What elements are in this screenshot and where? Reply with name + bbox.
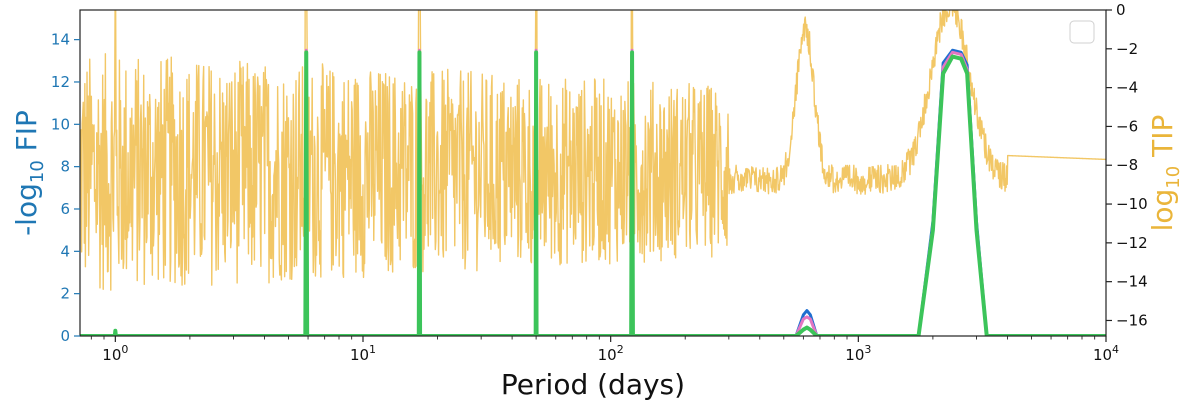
x-tick-label: 104	[1093, 343, 1119, 364]
left-y-tick-label: 14	[51, 31, 70, 49]
right-y-tick-label: 0	[1116, 1, 1126, 19]
x-tick-label: 103	[845, 343, 871, 364]
right-y-tick-label: −4	[1116, 79, 1138, 97]
x-tick-label: 102	[598, 343, 624, 364]
right-y-tick-label: −14	[1116, 273, 1148, 291]
x-tick-label: 101	[350, 343, 376, 364]
left-y-tick-label: 4	[60, 242, 70, 260]
left-y-tick-label: 10	[51, 115, 70, 133]
x-axis-title: Period (days)	[501, 368, 685, 401]
fip-series-green-line	[80, 50, 1106, 336]
legend-box[interactable]	[1069, 20, 1095, 44]
left-y-tick-label: 2	[60, 285, 70, 303]
tip-series-line	[80, 10, 1106, 291]
left-y-tick-label: 8	[60, 158, 70, 176]
right-y-tick-label: −6	[1116, 117, 1138, 135]
left-y-tick-label: 6	[60, 200, 70, 218]
right-y-tick-label: −10	[1116, 195, 1148, 213]
plot-frame	[79, 9, 1107, 337]
x-tick-label: 100	[102, 343, 128, 364]
left-y-tick-label: 0	[60, 327, 70, 345]
axes: 100 101 102 103 104 0 2 4 6 8 10 12 14 0 −2 −4 −6 −8 −10 −1…	[51, 1, 1148, 364]
right-y-tick-label: −16	[1116, 311, 1148, 329]
fip-series-group	[80, 48, 1106, 336]
right-axis-title: log10 TIP	[1146, 115, 1184, 232]
plot-area	[80, 10, 1106, 336]
right-y-tick-label: −12	[1116, 234, 1148, 252]
right-y-tick-label: −8	[1116, 156, 1138, 174]
left-axis-title: -log10 FIP	[10, 110, 48, 236]
left-y-tick-label: 12	[51, 73, 70, 91]
right-y-tick-label: −2	[1116, 40, 1138, 58]
